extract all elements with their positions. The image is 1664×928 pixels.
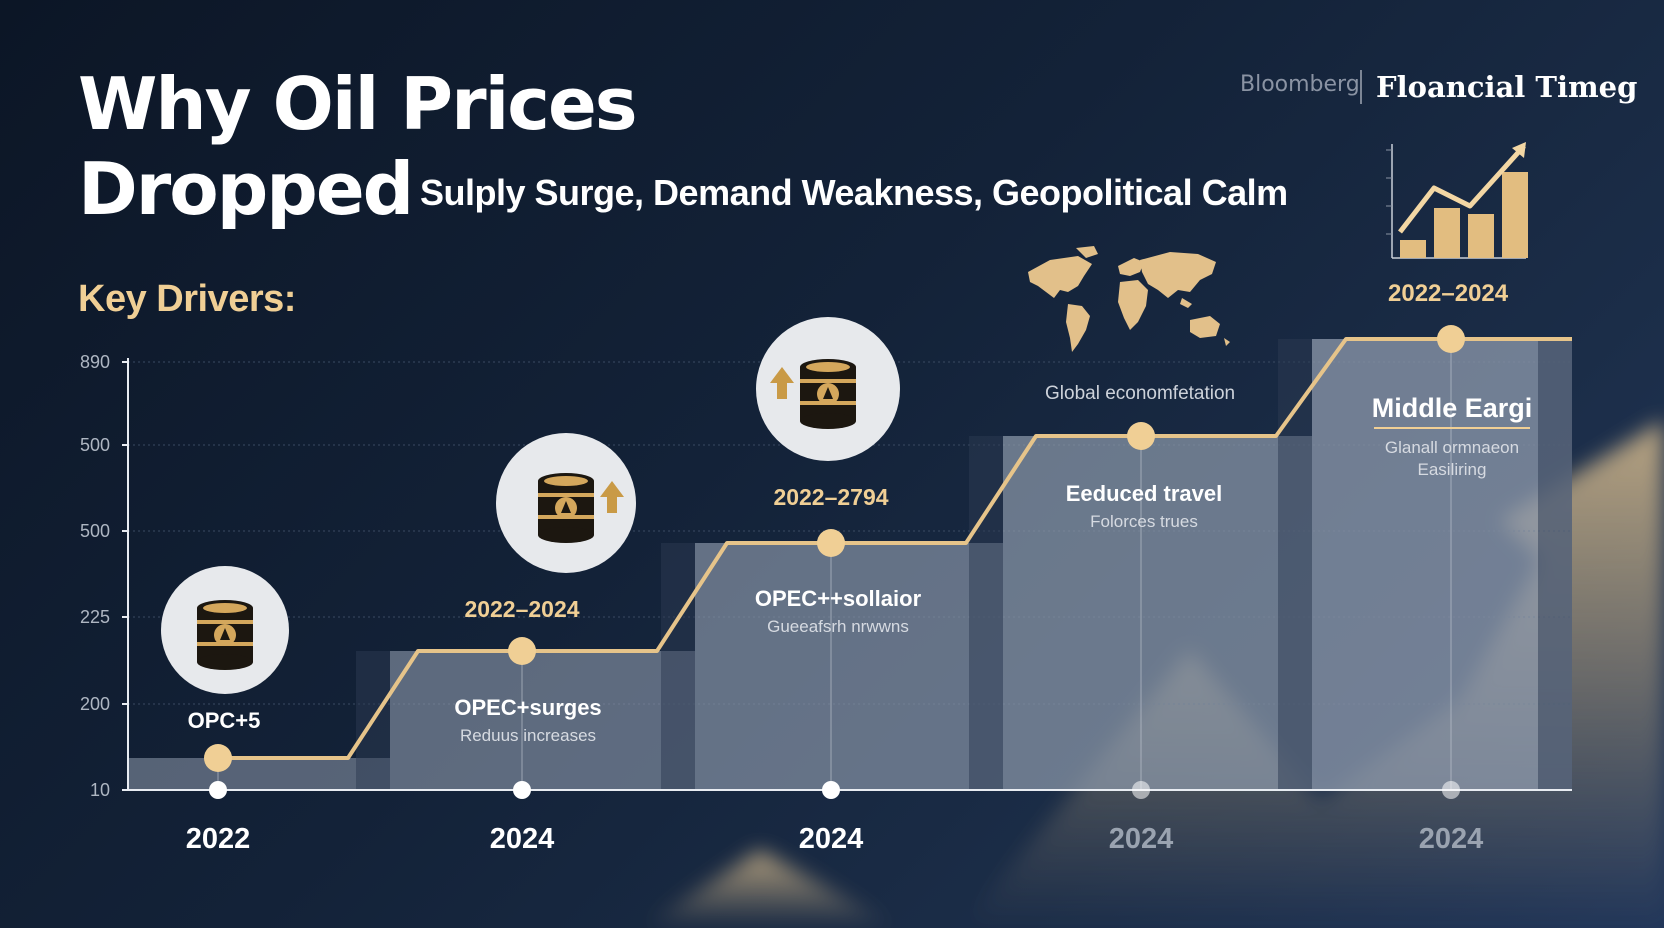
- y-tick-label: 890: [80, 352, 110, 372]
- x-tick-label: 2024: [1109, 823, 1174, 855]
- barrel-band: [197, 620, 253, 624]
- x-axis-dot: [513, 781, 531, 799]
- inset-range-label: 2022–2024: [1388, 280, 1509, 307]
- marker-range: 2022–2794: [773, 484, 888, 510]
- x-tick-label: 2024: [1419, 823, 1484, 855]
- marker-range: 2022–2024: [464, 596, 579, 622]
- x-tick-label: 2022: [186, 823, 251, 855]
- x-axis-dot: [822, 781, 840, 799]
- data-point: [508, 637, 536, 665]
- x-axis-dot: [209, 781, 227, 799]
- marker-subtitle: Gueeafsrh nrwwns: [767, 617, 909, 636]
- data-point: [1437, 325, 1465, 353]
- source-logo-1: Bloomberg: [1240, 72, 1360, 97]
- droplet-mark: [220, 628, 230, 640]
- decorative-arrow: [640, 420, 1664, 928]
- x-tick-label: 2024: [799, 823, 864, 855]
- data-point: [204, 744, 232, 772]
- trend-chart-icon: [1386, 142, 1528, 259]
- y-tick-label: 200: [80, 694, 110, 714]
- up-arrow: [770, 367, 794, 399]
- key-drivers-heading: Key Drivers:: [78, 278, 296, 320]
- panel-shadow: [1278, 339, 1312, 790]
- area-panel: [390, 651, 695, 790]
- area-panel: [1312, 339, 1572, 790]
- marker-subtitle-line: Glanall ormnaeon: [1385, 438, 1519, 457]
- droplet-mark: [823, 387, 833, 399]
- barrel-band: [800, 379, 856, 383]
- page-title-line1: Why Oil Prices: [78, 62, 638, 146]
- y-tick-label: 500: [80, 521, 110, 541]
- marker-title: OPC+5: [188, 708, 261, 733]
- map-caption: Global economfetation: [1045, 383, 1236, 404]
- data-point: [1127, 422, 1155, 450]
- oil-barrel-up-arrow-icon: [538, 473, 624, 543]
- marker-subtitle: Folorces trues: [1090, 512, 1198, 531]
- area-panel: [128, 758, 390, 790]
- x-tick-label: 2024: [490, 823, 555, 855]
- up-arrow: [600, 481, 624, 513]
- barrel-lid: [806, 362, 850, 372]
- barrel-bottom: [800, 413, 856, 429]
- oil-barrel-icon: [197, 600, 253, 670]
- oil-barrel-up-arrow-icon: [770, 359, 856, 429]
- barrel-bottom: [538, 527, 594, 543]
- page-subtitle: Sulply Surge, Demand Weakness, Geopoliti…: [420, 172, 1288, 213]
- page-title-line2: Dropped: [78, 147, 414, 231]
- marker-subtitle: Reduus increases: [460, 726, 596, 745]
- y-tick-label: 500: [80, 435, 110, 455]
- area-panel: [695, 543, 1003, 790]
- x-axis-dot: [1132, 781, 1150, 799]
- marker-subtitle-line: Easiliring: [1418, 460, 1487, 479]
- marker-title: OPEC++sollaior: [755, 586, 922, 611]
- y-tick-label: 225: [80, 607, 110, 627]
- source-divider: [1360, 70, 1362, 104]
- barrel-bottom: [197, 654, 253, 670]
- source-logo-2: Floancial Timeg: [1376, 70, 1638, 104]
- world-map-icon: [1028, 246, 1230, 352]
- area-panel: [1003, 436, 1312, 790]
- droplet-mark: [561, 501, 571, 513]
- panel-shadow: [661, 543, 695, 790]
- barrel-lid: [203, 603, 247, 613]
- marker-title: Eeduced travel: [1066, 481, 1223, 506]
- barrel-lid: [544, 476, 588, 486]
- y-tick-label: 10: [90, 780, 110, 800]
- panel-shadow: [1538, 339, 1572, 790]
- barrel-band: [538, 493, 594, 497]
- marker-title: OPEC+surges: [454, 695, 601, 720]
- x-axis-dot: [1442, 781, 1460, 799]
- panel-shadow: [969, 436, 1003, 790]
- marker-title: Middle Eargi: [1372, 393, 1533, 423]
- step-line: [208, 337, 1572, 760]
- data-point: [817, 529, 845, 557]
